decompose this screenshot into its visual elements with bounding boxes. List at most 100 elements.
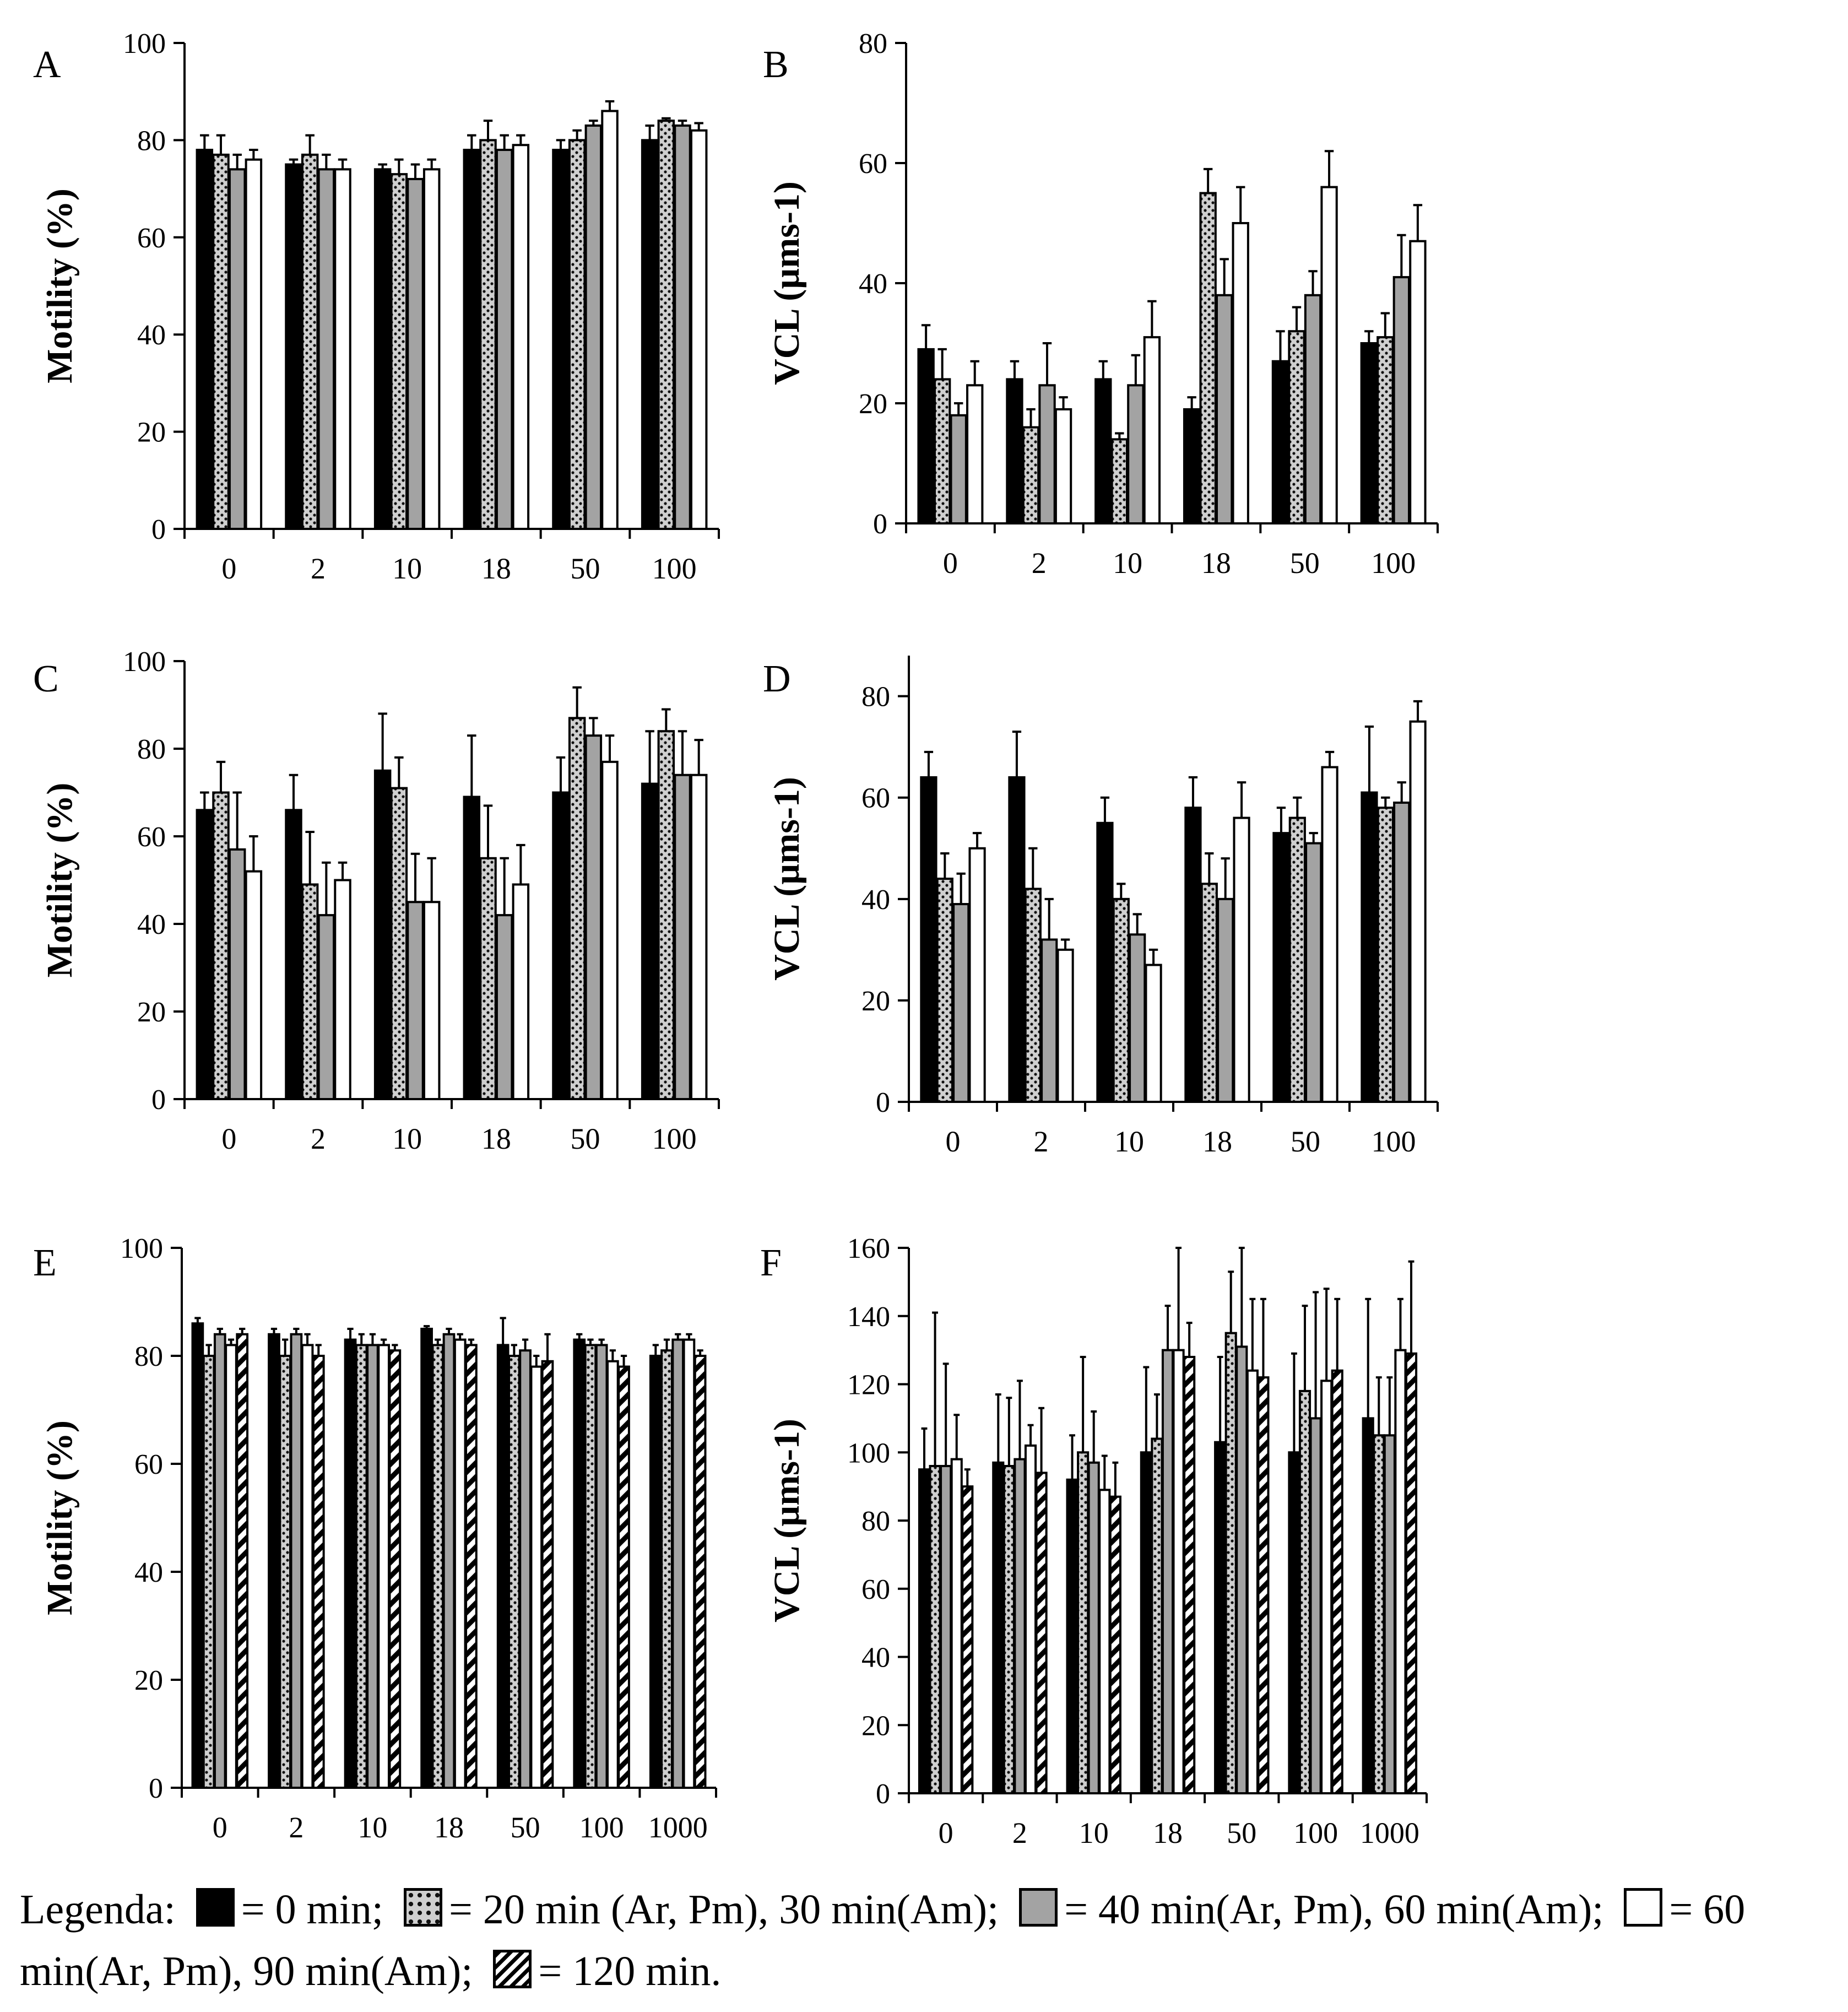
- panel-b-xtick-label: 50: [1290, 547, 1320, 580]
- panel-f-bar: [992, 1461, 1005, 1794]
- panel-f-bar: [1161, 1349, 1174, 1794]
- panel-b-bar: [1143, 336, 1161, 524]
- panel-e-bar: [344, 1338, 357, 1789]
- panel-f-bar: [1024, 1444, 1037, 1794]
- panel-c-bar: [317, 914, 335, 1100]
- panel-c-bar: [245, 870, 263, 1100]
- panel-f-bar: [1235, 1345, 1248, 1794]
- panel-b-bar: [1271, 360, 1289, 524]
- panel-b-xtick-label: 100: [1371, 547, 1416, 580]
- panel-b-bar: [1320, 186, 1338, 525]
- panel-f-bar: [1331, 1369, 1343, 1794]
- panel-b-bar: [1216, 294, 1233, 524]
- panel-c-bar: [690, 774, 708, 1100]
- panel-f-ytick-label: 60: [861, 1574, 890, 1605]
- panel-e-ytick-label: 40: [134, 1557, 163, 1588]
- panel-f-bar: [1257, 1376, 1270, 1794]
- panel-a-bar: [479, 139, 497, 530]
- panel-f-ytick-label: 0: [876, 1778, 890, 1810]
- legend: Legenda: = 0 min; = 20 min (Ar, Pm), 30 …: [20, 1879, 1838, 2002]
- panel-e-xtick-label: 2: [289, 1811, 304, 1844]
- panel-e-bar: [388, 1349, 402, 1789]
- panel-e-bar: [202, 1355, 215, 1789]
- panel-e-bar: [573, 1338, 586, 1789]
- panel-d-bar: [936, 878, 953, 1103]
- panel-d-bar: [1184, 807, 1202, 1103]
- panel-e-bar: [682, 1338, 696, 1789]
- panel-e-bar: [660, 1349, 673, 1789]
- panel-f-bar: [1298, 1389, 1312, 1794]
- panel-c-bar: [334, 879, 351, 1100]
- panel-a-ylabel: Motility (%): [40, 188, 80, 383]
- panel-d-ytick-label: 0: [876, 1087, 890, 1118]
- panel-f-bar: [1087, 1461, 1100, 1794]
- panel-c-bar: [407, 901, 424, 1100]
- panel-e-bar: [649, 1355, 662, 1789]
- panel-b-bar: [1360, 342, 1378, 524]
- panel-f-xtick-label: 10: [1079, 1816, 1109, 1849]
- panel-e-ytick-label: 100: [120, 1233, 163, 1264]
- panel-b: B VCL (µms-1) 0 20 40 60 80 0 2 10 18 50 100: [763, 28, 1439, 580]
- panel-c-xtick-label: 100: [652, 1122, 697, 1155]
- panel-a-bar: [690, 129, 708, 530]
- panel-c-bar: [674, 774, 691, 1100]
- panel-c-bar: [584, 734, 603, 1100]
- panel-d-bar: [1200, 883, 1218, 1104]
- panel-a-ytick-label: 80: [137, 125, 166, 156]
- panel-f-bar: [1140, 1451, 1152, 1794]
- panel-c-bar: [657, 730, 675, 1100]
- panel-f-bar: [1246, 1369, 1259, 1794]
- panel-e-bar: [519, 1349, 532, 1789]
- panel-e-bar: [453, 1338, 467, 1789]
- panel-b-ylabel: VCL (µms-1): [767, 181, 807, 385]
- panel-c-bar: [212, 791, 230, 1100]
- panel-b-bar: [1304, 294, 1322, 524]
- panel-a-ytick-label: 20: [137, 417, 166, 448]
- legend-swatch-40min: [1019, 1888, 1058, 1927]
- panel-b-bar: [966, 384, 984, 524]
- panel-e-bar: [431, 1344, 445, 1789]
- panel-c-bar: [601, 760, 619, 1100]
- panel-f-ytick-label: 80: [861, 1506, 890, 1537]
- panel-f-xtick-label: 2: [1012, 1816, 1027, 1849]
- panel-b-bar: [1376, 336, 1394, 524]
- panel-c-bar: [390, 787, 408, 1101]
- panel-d-xtick-label: 10: [1114, 1125, 1144, 1158]
- panel-e-letter: E: [33, 1242, 57, 1284]
- panel-f-bar: [1109, 1495, 1121, 1794]
- panel-e-xtick-label: 50: [511, 1811, 540, 1844]
- panel-b-bar: [1127, 384, 1145, 524]
- panel-f-bar: [950, 1458, 963, 1794]
- panel-b-letter: B: [763, 44, 789, 86]
- panel-f-bar: [1394, 1349, 1407, 1794]
- panel-a-letter: A: [33, 44, 61, 86]
- panel-c-xtick-label: 50: [571, 1122, 600, 1155]
- panel-f-bar: [1214, 1441, 1227, 1794]
- panel-a-bar: [422, 168, 441, 530]
- panel-f-bar: [1098, 1489, 1111, 1794]
- panel-e-bar: [290, 1333, 303, 1789]
- panel-e-bar: [617, 1365, 630, 1789]
- panel-f-xtick-label: 50: [1227, 1816, 1256, 1849]
- panel-e-bar: [496, 1344, 510, 1789]
- panel-c-xtick-label: 10: [392, 1122, 422, 1155]
- panel-a-xtick-label: 10: [392, 552, 422, 585]
- panel-f-bar: [961, 1485, 974, 1794]
- panel-c-bar: [422, 901, 441, 1100]
- panel-e-bar: [279, 1355, 292, 1789]
- panel-f-letter: F: [760, 1242, 782, 1284]
- legend-swatch-120min: [493, 1950, 532, 1988]
- panel-e-ytick-label: 80: [134, 1341, 163, 1372]
- panel-a-ytick-label: 60: [137, 223, 166, 254]
- legend-text-60min: = 60 min(Ar, Pm), 90 min(Am);: [20, 1886, 1746, 1994]
- panel-a-bar: [512, 144, 530, 531]
- panel-a-ytick-label: 0: [151, 514, 166, 545]
- panel-d-ytick-label: 20: [861, 986, 890, 1017]
- panel-d-bar: [1409, 720, 1427, 1103]
- panel-c-ytick-label: 100: [123, 646, 166, 678]
- panel-a-bar: [245, 158, 263, 530]
- panel-f-bar: [1288, 1451, 1300, 1794]
- panel-d-bar: [1393, 801, 1411, 1103]
- panel-f-bar: [1224, 1332, 1237, 1794]
- panel-a-bar: [463, 149, 481, 531]
